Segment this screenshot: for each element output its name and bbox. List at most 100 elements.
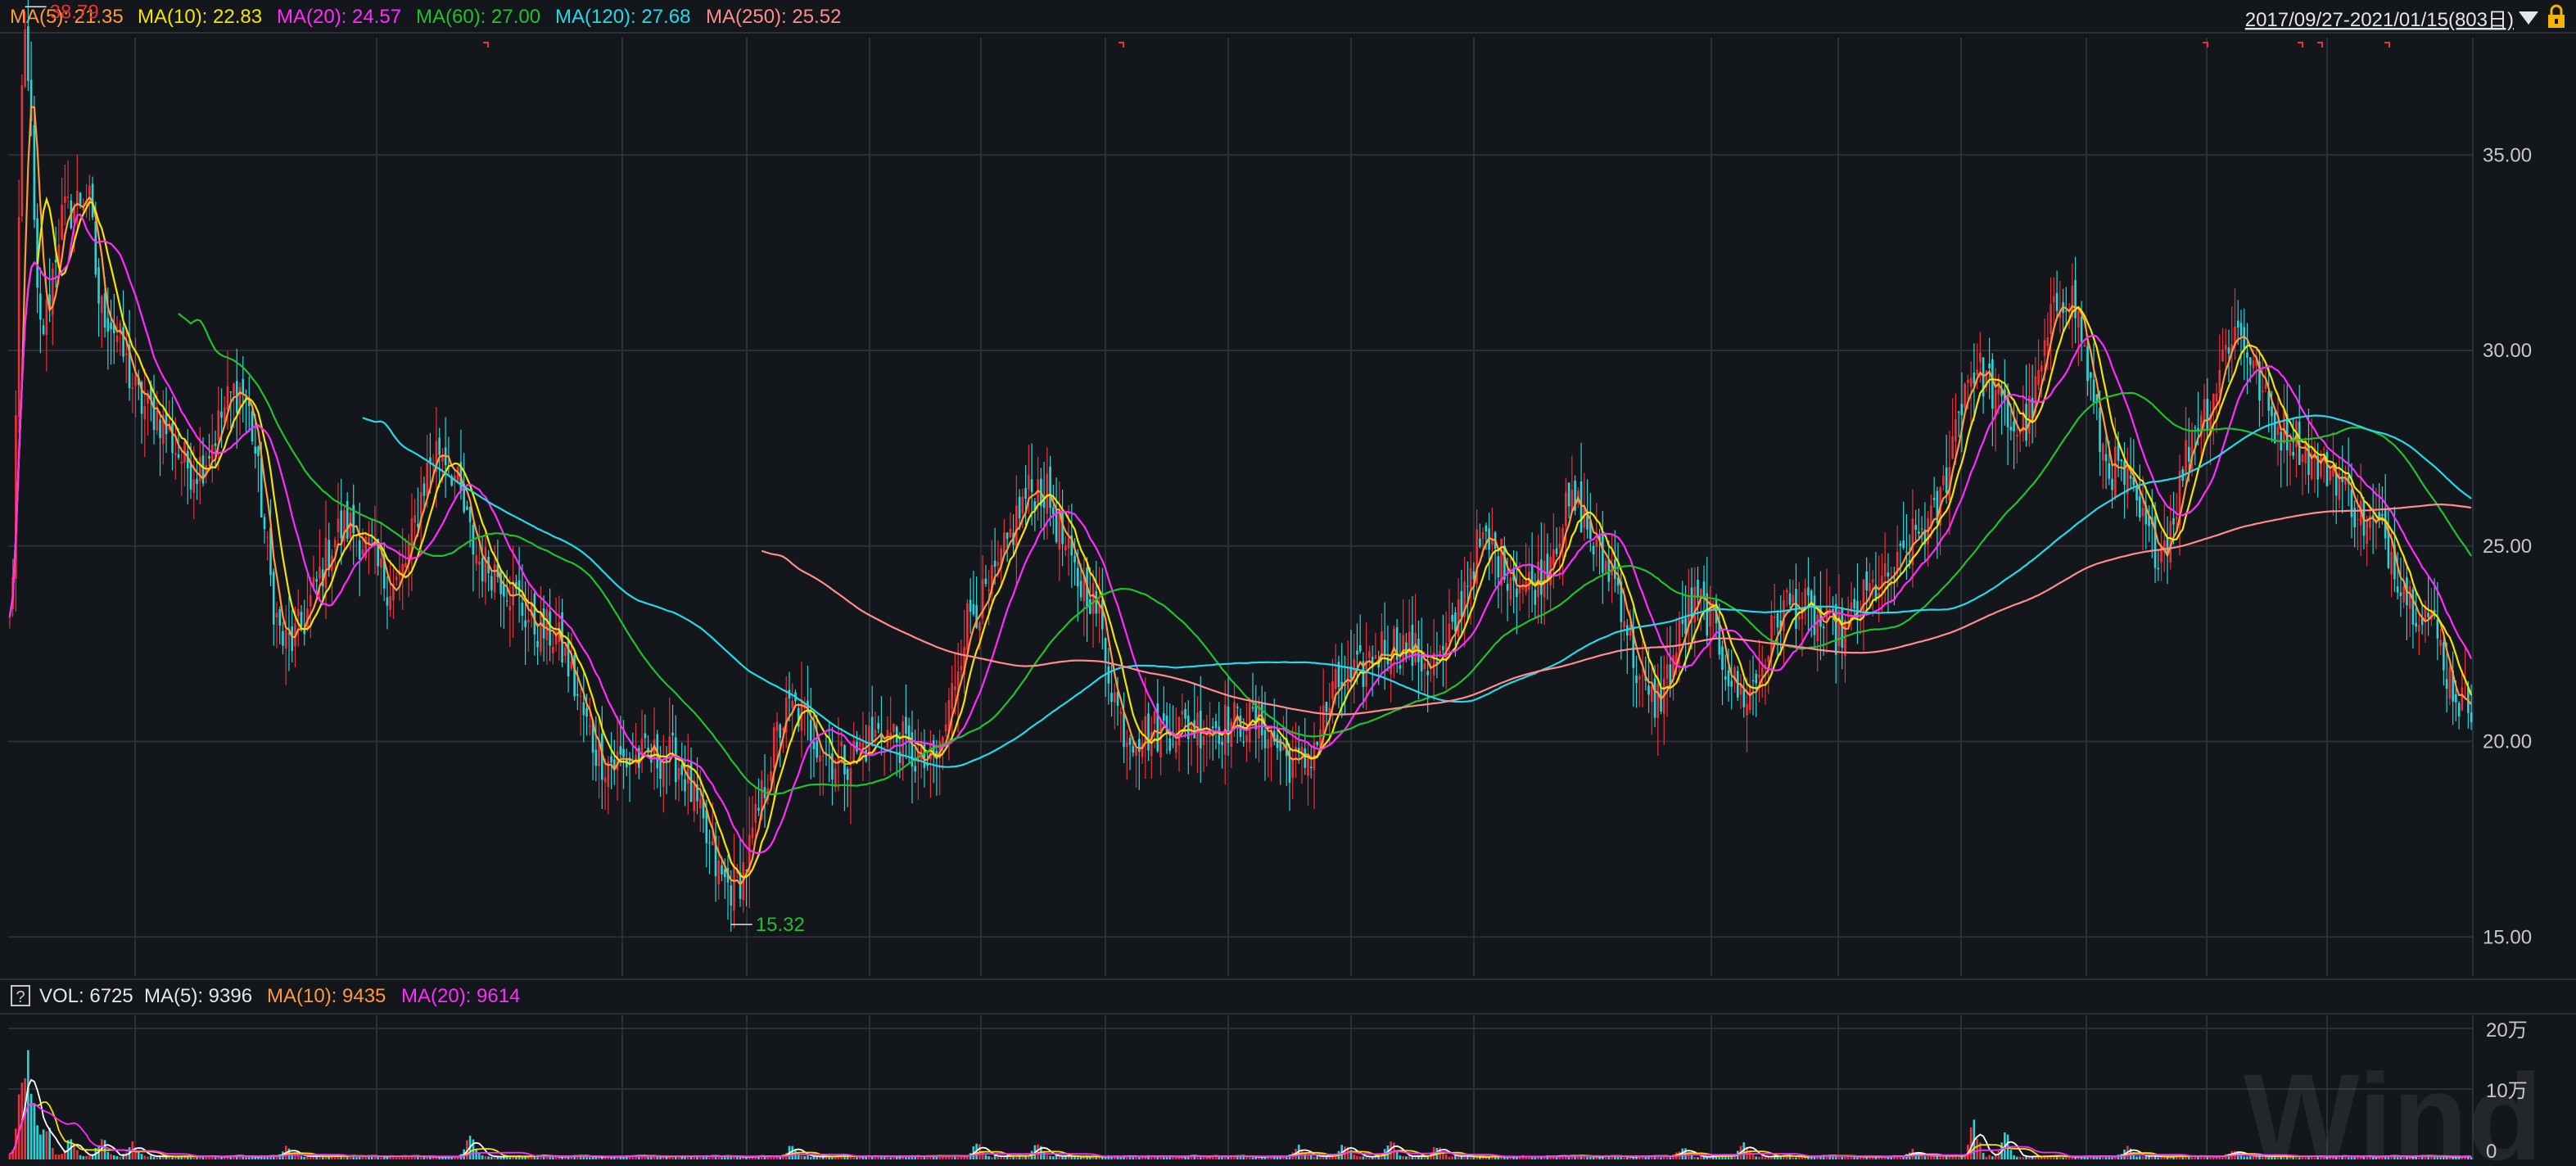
volume-bar: [189, 1155, 192, 1159]
volume-bar: [598, 1155, 600, 1159]
candle-body: [36, 218, 38, 288]
volume-bar: [696, 1157, 698, 1159]
volume-bar: [2424, 1156, 2427, 1159]
volume-bar: [2418, 1155, 2420, 1159]
candle-body: [161, 414, 165, 445]
candle-body: [2037, 369, 2040, 386]
date-range-label[interactable]: 2017/09/27-2021/01/15(803日): [2245, 9, 2514, 31]
event-marker-icon: [2298, 42, 2303, 47]
price-tick-label: 30.00: [2483, 340, 2532, 362]
volume-bar: [39, 1134, 42, 1159]
volume-bar: [2065, 1156, 2068, 1159]
candle-body: [401, 563, 404, 579]
candle-body: [466, 506, 468, 510]
candle-body: [1254, 703, 1258, 730]
event-markers[interactable]: [483, 42, 2390, 47]
candle-body: [1153, 711, 1156, 724]
volume-bar: [1795, 1157, 1797, 1159]
volume-bar: [893, 1156, 895, 1159]
volume-bar: [1223, 1155, 1227, 1159]
volume-bar: [1177, 1156, 1181, 1159]
candle-body: [1137, 739, 1141, 752]
volume-bar: [1955, 1155, 1957, 1159]
candle-body: [1028, 474, 1030, 490]
volume-bar: [742, 1157, 745, 1159]
volume-bar: [791, 1146, 794, 1159]
candle-body: [426, 462, 428, 496]
help-icon[interactable]: ?: [16, 988, 25, 1006]
candle-body: [223, 407, 226, 423]
volume-bar: [2153, 1155, 2157, 1159]
candle-body: [2157, 567, 2160, 570]
volume-bar: [1611, 1155, 1613, 1159]
candle-body: [1540, 559, 1543, 595]
candle-body: [754, 804, 757, 823]
help-button[interactable]: [11, 985, 30, 1006]
volume-bar: [88, 1155, 91, 1159]
candle-body: [1881, 576, 1883, 586]
candle-body: [2197, 427, 2199, 432]
volume-bar: [1807, 1156, 1810, 1159]
candle-body: [2430, 609, 2433, 620]
candle-body: [1064, 545, 1067, 551]
candle-body: [1967, 379, 1969, 383]
volume-bar: [1632, 1157, 1635, 1159]
volume-bar: [208, 1156, 210, 1159]
volume-bar: [2353, 1157, 2356, 1159]
volume-bar: [1730, 1155, 1733, 1159]
candle-body: [2113, 446, 2117, 499]
volume-bar: [1607, 1155, 1611, 1159]
candle-body: [2090, 372, 2092, 378]
candle-body: [1859, 616, 1862, 621]
candle-body: [463, 483, 465, 513]
volume-bar: [807, 1155, 809, 1159]
volume-bar: [2194, 1155, 2197, 1159]
volume-bar: [1227, 1156, 1230, 1159]
candle-body: [2086, 346, 2089, 382]
volume-bar: [515, 1156, 517, 1159]
volume-bar: [1767, 1156, 1770, 1159]
volume-bar: [1196, 1157, 1199, 1159]
volume-bar: [717, 1155, 721, 1159]
candle-body: [821, 755, 825, 757]
candle-body: [2418, 625, 2420, 632]
volume-bar: [183, 1155, 186, 1159]
volume-bar: [558, 1157, 561, 1159]
candle-body: [1423, 663, 1426, 669]
candle-body: [1297, 748, 1300, 753]
ma-line-20: [8, 213, 2473, 855]
date-range-selector[interactable]: 2017/09/27-2021/01/15(803日): [2245, 9, 2538, 31]
candle-body: [1567, 482, 1570, 507]
candle-body: [775, 721, 779, 731]
volume-bar: [932, 1155, 935, 1159]
volume-bar: [2062, 1157, 2064, 1159]
candle-body: [527, 619, 530, 623]
volume-bar: [36, 1125, 38, 1159]
candle-body: [905, 716, 907, 734]
candle-body: [944, 724, 947, 732]
volume-bar: [564, 1156, 567, 1159]
candle-body: [1583, 505, 1586, 528]
candle-body: [1665, 664, 1669, 679]
triangle-down-icon[interactable]: [2519, 11, 2538, 25]
candle-body: [296, 609, 300, 617]
candle-body: [991, 565, 993, 594]
candle-body: [1344, 684, 1346, 686]
volume-bar: [2387, 1156, 2390, 1159]
volume-bar: [2415, 1155, 2417, 1159]
volume-bar: [2366, 1155, 2368, 1159]
candle-body: [772, 727, 775, 768]
volume-bar: [429, 1155, 432, 1159]
lock-icon[interactable]: [2548, 4, 2565, 28]
candle-body: [2018, 432, 2022, 435]
candle-body: [1110, 693, 1113, 703]
volume-bar: [1377, 1155, 1380, 1159]
volume-bar: [1690, 1155, 1693, 1159]
volume-bar: [410, 1155, 414, 1159]
volume-bar: [763, 1156, 766, 1159]
vol-legend-label: VOL: 6725: [39, 985, 133, 1007]
candle-body: [358, 540, 361, 559]
candle-body: [579, 695, 582, 697]
candle-body: [2077, 310, 2080, 328]
candle-body: [1135, 748, 1137, 757]
